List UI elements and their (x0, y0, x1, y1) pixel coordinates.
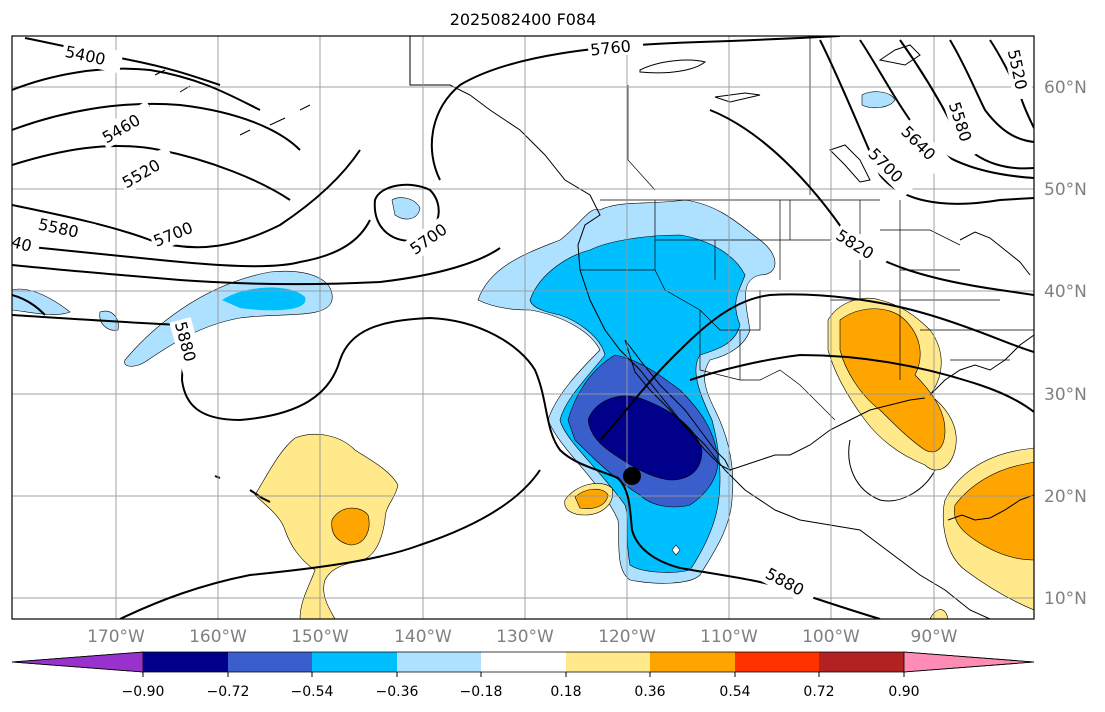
longitude-axis: 170°W 160°W 150°W 140°W 130°W 120°W 110°… (87, 627, 958, 647)
colorbar-segment (566, 652, 650, 672)
lon-tick-label: 130°W (496, 627, 554, 647)
contour-label: 40 (9, 232, 34, 256)
lat-tick-label: 50°N (1044, 180, 1087, 200)
lon-tick-label: 110°W (700, 627, 758, 647)
storm-center-marker (623, 467, 641, 485)
lon-tick-label: 160°W (189, 627, 247, 647)
colorbar-label: −0.36 (376, 684, 419, 700)
lat-tick-label: 40°N (1044, 282, 1087, 302)
colorbar-ticks (142, 672, 905, 677)
colorbar-label: 0.18 (550, 684, 581, 700)
lon-tick-label: 170°W (87, 627, 145, 647)
colorbar-extend-low (11, 651, 144, 673)
colorbar-label: 0.90 (888, 684, 919, 700)
anomaly-shading (12, 91, 1034, 619)
colorbar-label: 0.72 (803, 684, 834, 700)
coastlines (139, 36, 1034, 619)
graticule (12, 36, 1034, 619)
colorbar-segment (312, 652, 397, 672)
lat-tick-label: 20°N (1044, 487, 1087, 507)
colorbar-segment (397, 652, 481, 672)
colorbar-label: 0.54 (719, 684, 750, 700)
lat-tick-label: 10°N (1044, 589, 1087, 609)
colorbar-segment (650, 652, 735, 672)
lon-tick-label: 150°W (291, 627, 349, 647)
colorbar-segment (819, 652, 904, 672)
lon-tick-label: 100°W (802, 627, 860, 647)
colorbar-segment (228, 652, 312, 672)
colorbar-extend-high (903, 651, 1035, 673)
map-title: 2025082400 F084 (449, 10, 597, 29)
lon-tick-label: 120°W (598, 627, 656, 647)
lat-tick-label: 30°N (1044, 385, 1087, 405)
lat-tick-label: 60°N (1044, 78, 1087, 98)
colorbar-segment (143, 652, 228, 672)
colorbar-label: −0.54 (291, 684, 334, 700)
colorbar-label: −0.18 (460, 684, 503, 700)
colorbar-label: 0.36 (634, 684, 665, 700)
contour-label: 5760 (589, 36, 631, 59)
colorbar-label: −0.90 (122, 684, 165, 700)
lon-tick-label: 90°W (911, 627, 958, 647)
map-frame (11, 35, 1035, 620)
latitude-axis: 60°N 50°N 40°N 30°N 20°N 10°N (1044, 78, 1087, 609)
colorbar-segment (735, 652, 819, 672)
colorbar: −0.90 −0.72 −0.54 −0.36 −0.18 0.18 0.36 … (11, 651, 1035, 700)
height-contours (12, 36, 1034, 619)
political-borders (409, 36, 1034, 421)
colorbar-segment (481, 652, 566, 672)
lon-tick-label: 140°W (394, 627, 452, 647)
colorbar-label: −0.72 (207, 684, 250, 700)
